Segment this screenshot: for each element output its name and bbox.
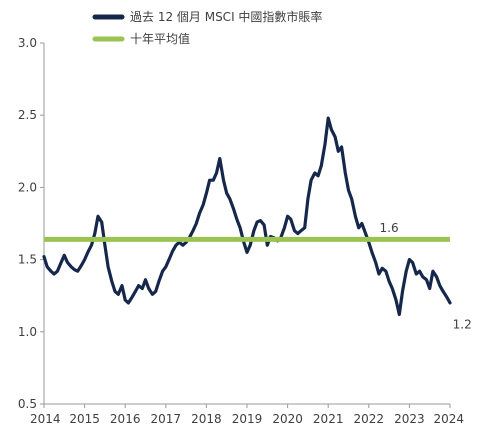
x-tick-label: 2018 — [191, 412, 222, 426]
series-line-pb-ratio — [42, 116, 452, 317]
x-tick-label: 2019 — [232, 412, 263, 426]
legend: 過去 12 個月 MSCI 中國指數市賬率 十年平均值 — [92, 9, 322, 46]
x-tick-label: 2014 — [30, 412, 61, 426]
axes: 0.5 1.0 1.5 2.0 2.5 3.0 2014 2015 2016 2017 2018 20… — [18, 36, 464, 426]
y-tick-label: 2.5 — [18, 108, 37, 122]
series-layer — [42, 116, 452, 317]
annotations: 1.6 1.2 — [380, 221, 472, 332]
legend-label-pb: 過去 12 個月 MSCI 中國指數市賬率 — [130, 9, 322, 24]
y-tick-label: 1.5 — [18, 253, 37, 267]
y-tick-label: 3.0 — [18, 36, 37, 50]
x-tick-label: 2017 — [151, 412, 182, 426]
legend-label-ten-year-average: 十年平均值 — [130, 31, 190, 46]
x-tick-label: 2024 — [433, 412, 464, 426]
y-tick-label: 0.5 — [18, 397, 37, 411]
y-tick-label: 1.0 — [18, 325, 37, 339]
x-tick-label: 2021 — [313, 412, 344, 426]
x-tick-label: 2015 — [69, 412, 100, 426]
data-label: 1.6 — [380, 221, 399, 235]
x-tick-label: 2020 — [272, 412, 303, 426]
x-tick-label: 2023 — [394, 412, 425, 426]
x-tick-label: 2016 — [110, 412, 141, 426]
x-tick-label: 2022 — [354, 412, 385, 426]
data-label: 1.2 — [453, 318, 472, 332]
y-tick-label: 2.0 — [18, 180, 37, 194]
